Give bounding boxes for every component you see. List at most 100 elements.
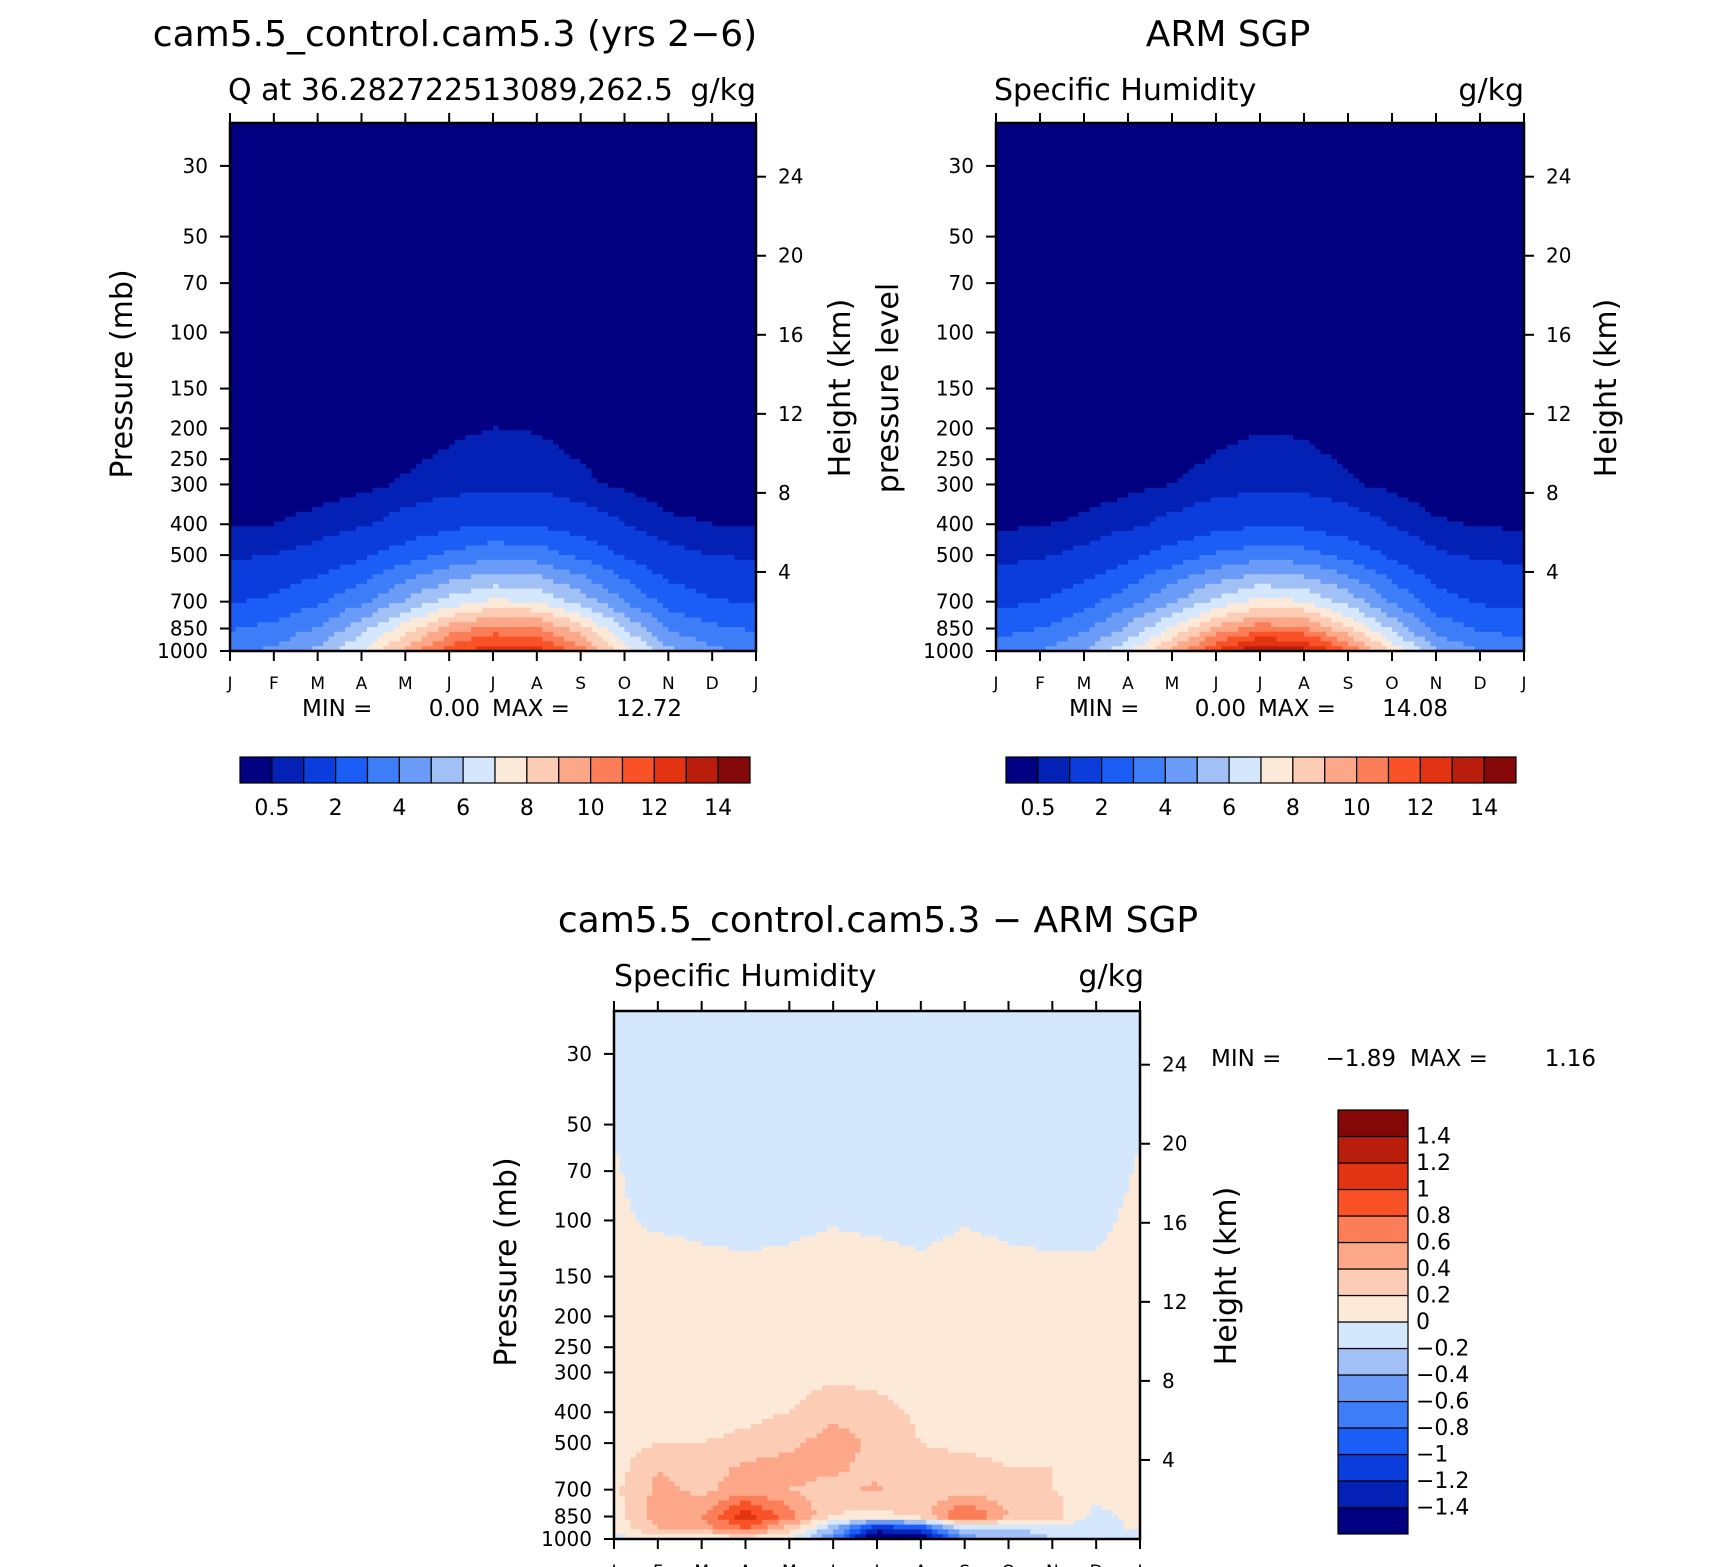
field-cell (1320, 449, 1524, 455)
field-cell (230, 646, 264, 651)
field-cell (366, 627, 395, 633)
field-cell (614, 1231, 664, 1238)
x-tick-label: J (610, 1562, 616, 1567)
field-cell (942, 1519, 955, 1526)
panel-model-units: g/kg (690, 73, 756, 108)
field-cell (1403, 646, 1421, 651)
field-cell (449, 593, 554, 599)
field-cell (614, 1126, 1140, 1132)
field-cell (619, 516, 697, 522)
field-cell (729, 1467, 851, 1473)
field-cell (630, 1457, 758, 1463)
x-tick-label: J (1136, 1562, 1142, 1567)
field-cell (789, 1409, 905, 1415)
field-cell (701, 550, 756, 556)
field-cell (1057, 1491, 1140, 1497)
field-cell (657, 636, 697, 642)
field-cell (608, 603, 631, 609)
field-cell (230, 521, 275, 527)
field-cell (1227, 444, 1316, 450)
field-cell (614, 1107, 1140, 1113)
field-cell (1320, 550, 1382, 556)
field-cell (646, 531, 756, 537)
field-cell (860, 1529, 867, 1535)
field-cell (614, 1255, 1140, 1262)
field-cell (230, 588, 280, 594)
field-cell (707, 1510, 725, 1516)
field-cell (230, 257, 756, 263)
field-cell (1436, 612, 1524, 618)
field-cell (383, 646, 406, 651)
field-cell (635, 559, 756, 566)
field-cell (416, 574, 472, 580)
field-cell (334, 593, 379, 599)
field-cell (1386, 598, 1421, 604)
field-cell (279, 550, 379, 556)
field-cell (1133, 617, 1162, 623)
field-cell (230, 123, 756, 129)
field-cell (1408, 627, 1432, 633)
field-cell (230, 315, 756, 321)
field-cell (614, 1049, 1140, 1055)
field-cell (838, 1524, 851, 1530)
field-cell (805, 1529, 818, 1535)
field-cell (1348, 641, 1366, 647)
field-cell (1337, 583, 1371, 590)
field-cell (405, 579, 450, 585)
field-cell (230, 339, 756, 345)
colorbar-box (1337, 1294, 1409, 1323)
field-cell (1249, 631, 1305, 638)
field-cell (630, 1207, 1119, 1214)
field-cell (996, 123, 1524, 129)
field-cell (953, 1519, 999, 1526)
field-cell (1364, 622, 1382, 628)
field-cell (750, 1524, 769, 1530)
field-cell (684, 583, 756, 590)
field-cell (1133, 526, 1245, 532)
field-cell (1074, 1519, 1125, 1526)
field-cell (624, 1193, 1125, 1199)
field-cell (366, 646, 385, 651)
field-cell (1073, 545, 1162, 551)
field-cell (1397, 603, 1426, 609)
field-cell (629, 646, 653, 651)
field-cell (230, 156, 756, 162)
y-tick-label: 150 (936, 377, 974, 401)
field-cell (996, 454, 1212, 460)
field-cell (996, 142, 1524, 148)
field-cell (996, 199, 1524, 206)
field-cell (614, 1462, 632, 1468)
field-cell (1364, 564, 1410, 570)
y2-tick-label: 16 (778, 323, 803, 347)
panel-model: cam5.5_control.cam5.3 (yrs 2−6) Q at 36.… (105, 14, 858, 821)
field-cell (438, 627, 472, 633)
field-cell (230, 535, 324, 542)
field-cell (789, 1241, 900, 1247)
field-cell (230, 358, 756, 364)
field-cell (476, 559, 538, 566)
field-cell (1123, 1519, 1140, 1526)
field-cell (629, 579, 669, 585)
field-cell (996, 550, 1063, 556)
field-cell (652, 1481, 675, 1487)
field-cell (575, 641, 593, 647)
field-cell (1348, 603, 1371, 609)
field-cell (230, 127, 756, 134)
field-cell (1134, 1159, 1140, 1166)
colorbar-box (1337, 1321, 1409, 1350)
field-cell (487, 598, 511, 604)
field-cell (855, 1457, 993, 1463)
y-tick-label: 200 (170, 416, 208, 440)
field-cell (230, 319, 756, 326)
panel-diff-ylabel: Pressure (mb) (489, 1157, 524, 1366)
x-tick-label: F (1035, 674, 1045, 694)
field-cell (948, 1495, 988, 1502)
field-cell (443, 636, 472, 642)
field-cell (614, 1203, 632, 1209)
field-cell (569, 454, 756, 460)
field-cell (1118, 1515, 1140, 1521)
field-cell (953, 1524, 1125, 1530)
field-cell (767, 1495, 807, 1502)
field-cell (377, 636, 401, 642)
field-cell (635, 1212, 1119, 1218)
